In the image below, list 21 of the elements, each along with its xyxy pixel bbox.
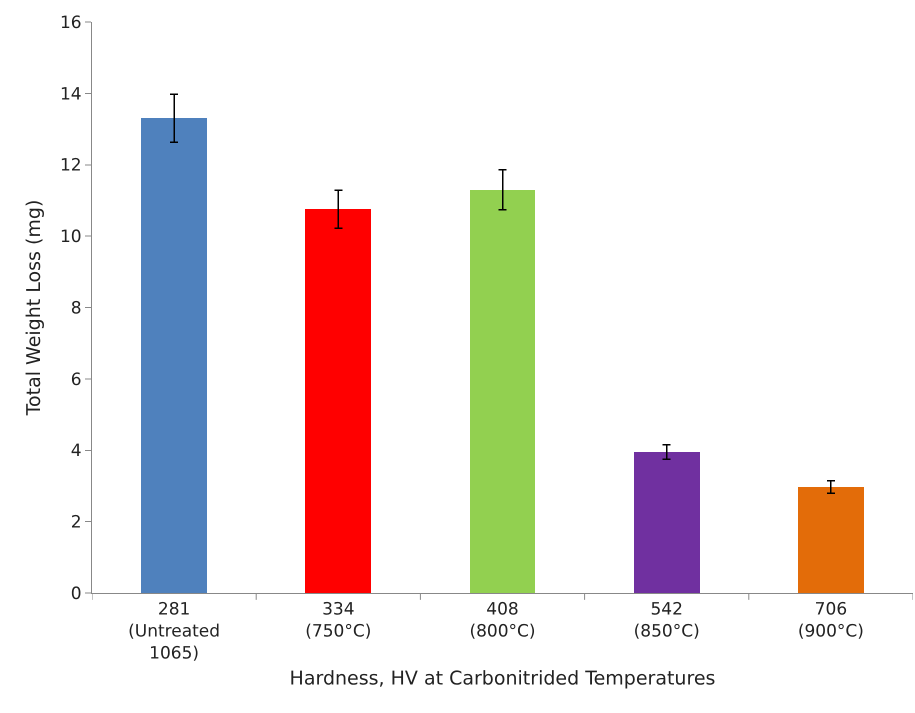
- y-axis-title: Total Weight Loss (mg): [22, 200, 45, 416]
- x-axis-title: Hardness, HV at Carbonitrided Temperatures: [290, 667, 716, 690]
- y-tick-label: 2: [70, 512, 82, 533]
- y-tick-label: 12: [60, 156, 82, 176]
- bar: [141, 118, 207, 593]
- x-tick-label: 281 (Untreated 1065): [128, 599, 220, 664]
- bar: [470, 190, 535, 593]
- x-tick-label: 408 (800°C): [469, 599, 536, 642]
- y-tick-label: 6: [70, 370, 82, 390]
- y-tick-label: 10: [60, 227, 82, 248]
- y-tick-label: 4: [70, 441, 82, 462]
- x-tick-label: 542 (850°C): [634, 599, 700, 642]
- y-tick-label: 0: [70, 584, 82, 604]
- bar: [305, 209, 371, 593]
- bar: [634, 452, 700, 593]
- y-tick-label: 16: [60, 12, 82, 33]
- y-tick-label: 14: [60, 84, 82, 104]
- x-tick-label: 706 (900°C): [798, 599, 864, 642]
- bar: [798, 487, 864, 593]
- y-tick-label: 8: [70, 298, 82, 318]
- x-tick-label: 334 (750°C): [305, 599, 372, 642]
